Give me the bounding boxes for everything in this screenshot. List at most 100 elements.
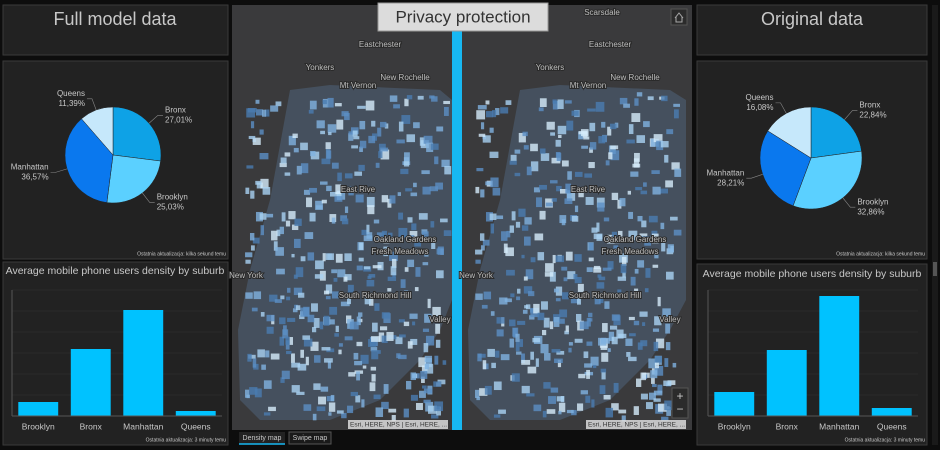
- map-tile: [504, 298, 512, 303]
- map-tile: [603, 394, 611, 400]
- map-tile: [249, 232, 255, 241]
- map-tile: [331, 217, 336, 224]
- map-tile: [431, 240, 436, 250]
- map-tile: [250, 245, 255, 251]
- map-tile: [549, 321, 554, 330]
- map-tile: [309, 100, 317, 110]
- map-tile: [245, 259, 251, 264]
- map-tile: [358, 312, 363, 317]
- map-tile: [596, 282, 605, 289]
- map-tile: [260, 225, 265, 236]
- map-tile: [316, 120, 325, 129]
- map-tile: [337, 269, 346, 278]
- map-tile: [417, 95, 424, 100]
- map-tile: [475, 389, 480, 398]
- zoom-out[interactable]: −: [676, 402, 683, 416]
- map-tile: [421, 231, 429, 242]
- map-tile: [589, 242, 594, 251]
- map-tile: [391, 258, 397, 268]
- tab-label[interactable]: Swipe map: [293, 435, 328, 442]
- map-tile: [375, 162, 380, 168]
- map-tile: [391, 414, 396, 422]
- home-button[interactable]: [670, 8, 688, 26]
- map-tile: [530, 161, 539, 172]
- map-tile: [329, 306, 338, 315]
- map-tile: [568, 347, 572, 353]
- map-tile: [314, 274, 324, 279]
- map-tile: [543, 317, 550, 328]
- scrollbar[interactable]: [932, 5, 938, 445]
- map-tile: [279, 162, 287, 168]
- swipe-divider[interactable]: [452, 5, 462, 430]
- attribution: Esri, HERE, NPS | Esri, HERE, ...: [350, 422, 447, 429]
- map-tile: [365, 100, 375, 111]
- map-tile: [310, 150, 316, 157]
- map-tile: [293, 287, 303, 296]
- map-tile: [543, 382, 551, 389]
- map[interactable]: Privacy protection + − Esri, HERE, NPS |…: [228, 2, 692, 430]
- map-tile: [344, 206, 349, 213]
- map-tile: [356, 265, 363, 271]
- map-tile: [607, 348, 611, 352]
- map-tile: [651, 230, 658, 236]
- map-tile: [403, 321, 410, 327]
- map-tile: [557, 99, 564, 110]
- map-tile: [418, 213, 428, 220]
- map-tile: [252, 237, 260, 244]
- map-tile: [313, 318, 320, 328]
- map-tile: [328, 412, 332, 416]
- map-tile: [490, 311, 495, 316]
- map-tile: [582, 131, 588, 138]
- tab[interactable]: [288, 431, 332, 445]
- map-tile: [265, 109, 270, 117]
- map-tile: [549, 271, 556, 282]
- map-tile: [315, 205, 323, 210]
- map-tile: [285, 340, 290, 350]
- map-tile: [613, 239, 620, 244]
- map-tile: [570, 298, 580, 304]
- zoom-in[interactable]: +: [676, 389, 683, 403]
- map-tile: [542, 410, 547, 418]
- x-tick-label: Manhattan: [819, 421, 859, 431]
- map-tile: [481, 304, 488, 309]
- map-tile: [406, 380, 412, 390]
- map-tile: [480, 245, 485, 251]
- map-tile: [605, 160, 610, 166]
- map-tile: [383, 246, 389, 257]
- pie-value-label: 22,84%: [859, 111, 886, 120]
- leader-line: [142, 192, 155, 203]
- map-tile: [521, 385, 530, 394]
- tab[interactable]: [239, 432, 285, 444]
- pie-label: Queens: [745, 93, 773, 102]
- scrollbar-thumb[interactable]: [933, 262, 937, 276]
- zoom-controls[interactable]: [671, 387, 689, 419]
- map-tile: [295, 267, 304, 278]
- pie-label: Manhattan: [11, 162, 49, 171]
- map-tile: [573, 273, 578, 280]
- map-tile: [429, 186, 439, 192]
- map-tile: [335, 253, 343, 263]
- map-tile: [532, 337, 541, 343]
- map-tile: [493, 381, 502, 391]
- map-tile: [604, 301, 610, 309]
- map-tile: [359, 140, 367, 149]
- map-tile: [654, 253, 659, 259]
- map-tile: [633, 320, 640, 326]
- map-tile: [404, 98, 409, 107]
- map-tile: [496, 317, 505, 324]
- map-tile: [291, 385, 300, 393]
- map-tile: [527, 366, 537, 374]
- map-tile: [423, 388, 433, 394]
- map-tile: [640, 372, 647, 381]
- bar: [871, 408, 912, 416]
- leader-line: [50, 168, 68, 173]
- map-tile: [270, 353, 280, 360]
- tab-label[interactable]: Density map: [243, 435, 282, 442]
- map-tile: [556, 185, 562, 192]
- map-tile: [607, 126, 612, 136]
- map-tile: [378, 332, 385, 342]
- attribution: Esri, HERE, NPS | Esri, HERE, ...: [588, 422, 685, 429]
- map-tile: [546, 409, 556, 414]
- map-tile: [518, 208, 526, 217]
